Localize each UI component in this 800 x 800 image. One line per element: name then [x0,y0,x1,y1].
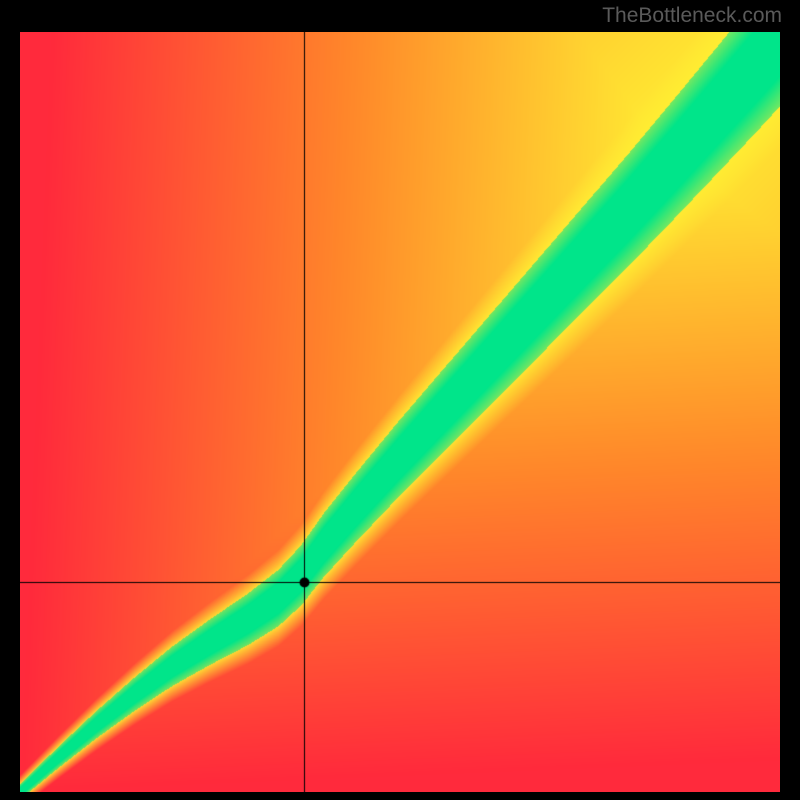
watermark-text: TheBottleneck.com [602,4,782,28]
heatmap-canvas [20,32,780,792]
plot-area [20,32,780,792]
chart-container: TheBottleneck.com [0,0,800,800]
